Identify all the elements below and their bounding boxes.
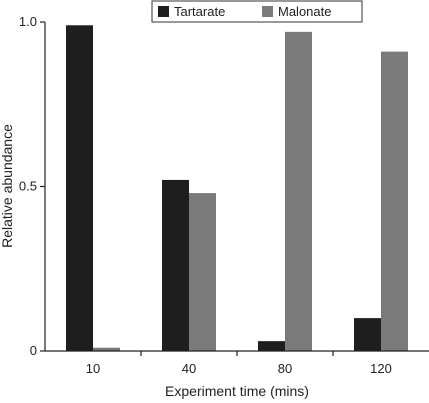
- x-tick-label: 40: [182, 361, 196, 376]
- x-ticks-group: 10 40 80 120: [86, 351, 392, 376]
- legend-swatch-tartarate: [158, 6, 169, 17]
- bar-tartarate-40: [162, 179, 189, 351]
- y-tick-label: 0.5: [19, 179, 37, 194]
- legend-label-tartarate: Tartarate: [174, 4, 225, 19]
- x-axis-title: Experiment time (mins): [165, 383, 309, 399]
- bar-tartarate-120: [354, 318, 381, 351]
- x-tick-label: 10: [86, 361, 100, 376]
- y-tick-label: 1.0: [19, 14, 37, 29]
- x-tick-label: 120: [370, 361, 392, 376]
- y-ticks-group: 0 0.5 1.0: [19, 14, 45, 358]
- bar-tartarate-10: [66, 25, 93, 351]
- legend-frame: [151, 0, 363, 23]
- legend-label-malonate: Malonate: [278, 4, 331, 19]
- legend: Tartarate Malonate: [151, 0, 363, 23]
- bar-malonate-40: [189, 193, 216, 351]
- bar-malonate-120: [381, 51, 408, 352]
- bar-malonate-10: [93, 347, 120, 351]
- bar-malonate-80: [285, 31, 312, 352]
- x-tick-label: 80: [278, 361, 292, 376]
- bar-tartarate-80: [258, 341, 285, 351]
- y-tick-label: 0: [30, 343, 37, 358]
- legend-swatch-malonate: [262, 6, 273, 17]
- y-axis-title: Relative abundance: [0, 124, 15, 248]
- bars-group: [66, 25, 408, 352]
